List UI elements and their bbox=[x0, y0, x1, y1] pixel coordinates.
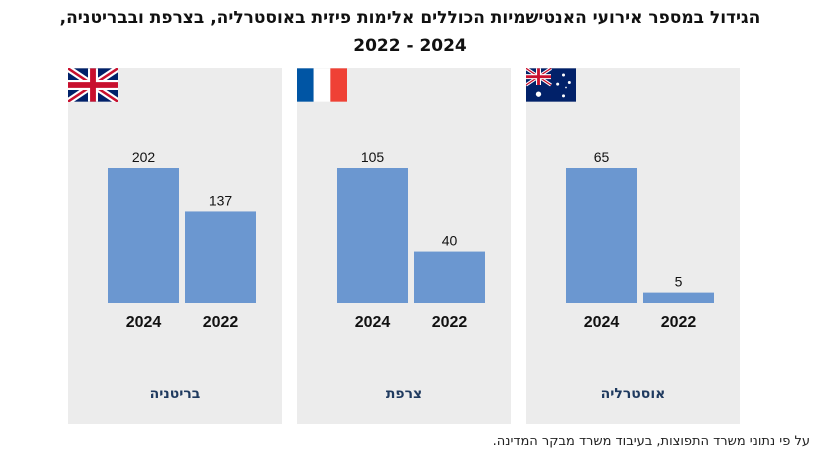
chart-france: 105 2024 40 2022 bbox=[337, 149, 485, 331]
panel-australia: 65 2024 5 2022 אוסטרליה bbox=[526, 68, 740, 424]
footnote: על פי נתוני משרד התפוצות, בעיבוד משרד מב… bbox=[492, 434, 810, 449]
bar-2024 bbox=[108, 168, 179, 303]
bar-2022 bbox=[643, 292, 714, 303]
category-label: 2024 bbox=[126, 314, 162, 331]
category-label: 2022 bbox=[432, 314, 468, 331]
value-label: 65 bbox=[594, 149, 610, 165]
bar-2024 bbox=[566, 168, 637, 303]
chart-australia: 65 2024 5 2022 bbox=[566, 149, 714, 331]
category-label: 2022 bbox=[203, 314, 239, 331]
category-label: 2024 bbox=[355, 314, 391, 331]
uk-flag-icon bbox=[68, 68, 118, 102]
bar-2024 bbox=[337, 168, 408, 303]
australia-flag-icon bbox=[526, 68, 576, 102]
bar-2022 bbox=[414, 251, 485, 303]
value-label: 137 bbox=[209, 192, 233, 208]
category-label: 2024 bbox=[584, 314, 620, 331]
chart-subtitle: 2022 - 2024 bbox=[353, 36, 467, 56]
country-label-uk: בריטניה bbox=[149, 386, 201, 402]
country-label-france: צרפת bbox=[385, 386, 423, 402]
france-flag-icon bbox=[297, 68, 347, 102]
chart-title: הגידול במספר אירועי האנטישמיות הכוללים א… bbox=[59, 8, 761, 28]
value-label: 105 bbox=[361, 149, 385, 165]
country-label-australia: אוסטרליה bbox=[600, 386, 666, 402]
bar-2022 bbox=[185, 211, 256, 303]
panel-france: 105 2024 40 2022 צרפת bbox=[297, 68, 511, 424]
value-label: 40 bbox=[442, 233, 458, 249]
category-label: 2022 bbox=[661, 314, 697, 331]
value-label: 202 bbox=[132, 149, 156, 165]
chart-uk: 202 2024 137 2022 bbox=[108, 149, 256, 331]
panel-uk: 202 2024 137 2022 בריטניה bbox=[68, 68, 282, 424]
value-label: 5 bbox=[675, 274, 683, 290]
